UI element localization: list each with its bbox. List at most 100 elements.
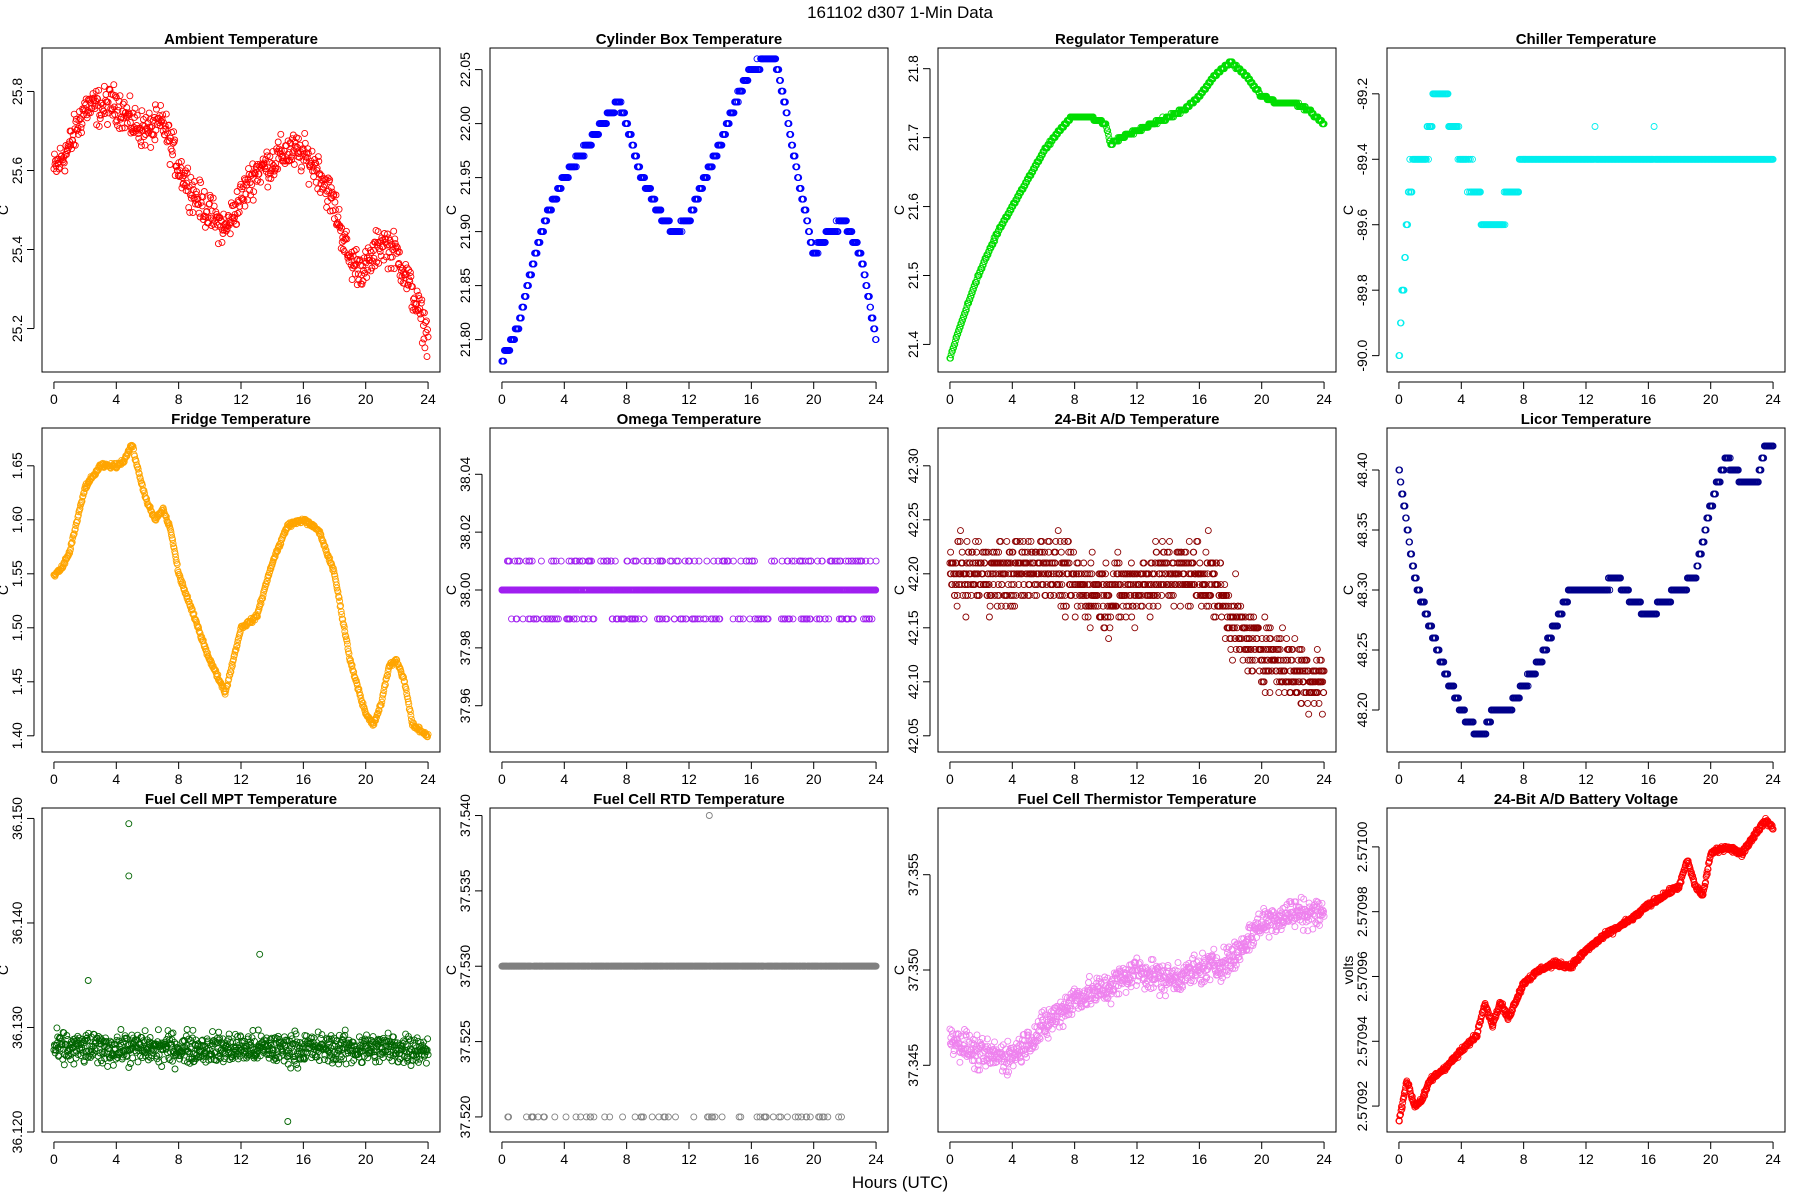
data-point [198,202,206,210]
y-tick-label: -89.8 [1354,274,1370,306]
y-tick-label: 38.04 [457,457,473,492]
data-point [572,163,580,171]
panel-title: Regulator Temperature [1055,31,1219,48]
data-point [168,147,176,155]
data-point [78,120,86,128]
data-point [223,225,231,233]
data-point [127,129,135,137]
data-point [104,98,112,106]
data-point [131,104,139,112]
data-point [104,121,111,128]
data-point [312,178,320,186]
y-tick-label: 1.55 [9,560,25,587]
data-point [64,147,71,155]
x-tick-label: 12 [681,391,697,407]
plot-frame [489,47,889,373]
x-tick-label: 0 [50,771,58,787]
data-point [236,183,244,191]
data-point [327,184,335,192]
data-point [525,282,532,290]
data-point [68,145,76,153]
x-tick-label: 4 [112,391,120,407]
y-tick-label: 21.6 [905,193,921,220]
data-point [266,153,274,160]
data-point [264,183,272,191]
data-point [506,346,514,354]
data-point [348,276,356,284]
panel-title: Omega Temperature [617,411,762,428]
data-point [220,210,228,218]
x-tick-label: 20 [358,391,374,407]
x-tick-label: 16 [296,771,312,787]
data-point [171,136,179,144]
y-tick-label: 38.02 [457,514,473,549]
data-point [157,101,165,109]
data-point [236,202,244,210]
data-point [248,181,256,189]
x-tick-label: 24 [1765,391,1781,407]
data-point [162,110,170,118]
data-point [633,152,641,160]
data-point [118,124,126,132]
data-point [250,188,258,196]
data-point [651,195,659,203]
data-point [553,195,561,203]
data-point [500,357,508,365]
x-tick-label: 4 [1457,391,1465,407]
data-point [647,184,655,192]
data-point [276,147,284,155]
data-point [530,260,538,268]
data-point [140,133,148,141]
data-point [349,252,357,260]
x-tick-label: 16 [296,391,312,407]
data-point [517,314,525,322]
y-tick-label: 21.85 [457,268,473,303]
data-point [170,128,178,136]
data-point [388,253,396,261]
data-point [151,101,159,109]
data-point [353,281,361,289]
data-point [520,303,528,311]
x-tick-label: 24 [868,391,884,407]
data-point [350,247,358,255]
data-point [177,158,185,165]
data-point [295,135,302,143]
x-tick-label: 4 [560,771,568,787]
data-point [391,235,399,243]
data-point [195,209,203,217]
data-point [239,183,247,191]
data-point [346,253,354,261]
data-point [101,110,109,117]
data-point [359,277,367,285]
data-point [71,141,79,149]
x-tick-label: 20 [1703,391,1719,407]
y-tick-label: 1.40 [9,722,25,749]
data-point [369,247,377,255]
x-tick-label: 12 [233,771,249,787]
data-point [676,228,684,236]
x-tick-label: 24 [1316,771,1332,787]
panel-title: Cylinder Box Temperature [596,31,782,48]
data-point [332,191,340,199]
data-point [133,111,141,119]
x-tick-label: 20 [358,771,374,787]
data-point [580,152,588,160]
figure-supertitle: 161102 d307 1-Min Data [807,3,993,22]
data-point [361,257,369,265]
data-point [62,151,70,159]
y-tick-label: 25.8 [9,78,25,105]
data-point [268,159,276,167]
data-point [218,238,226,246]
data-point [96,115,104,123]
data-point [342,234,350,242]
x-tick-label: 8 [1071,391,1079,407]
data-point [408,283,416,291]
data-point [533,249,541,257]
data-point [226,230,234,238]
data-point [515,325,523,333]
x-tick-label: 24 [1316,391,1332,407]
x-tick-label: 12 [233,391,249,407]
y-tick-label: 21.90 [457,214,473,249]
data-point [331,198,339,206]
